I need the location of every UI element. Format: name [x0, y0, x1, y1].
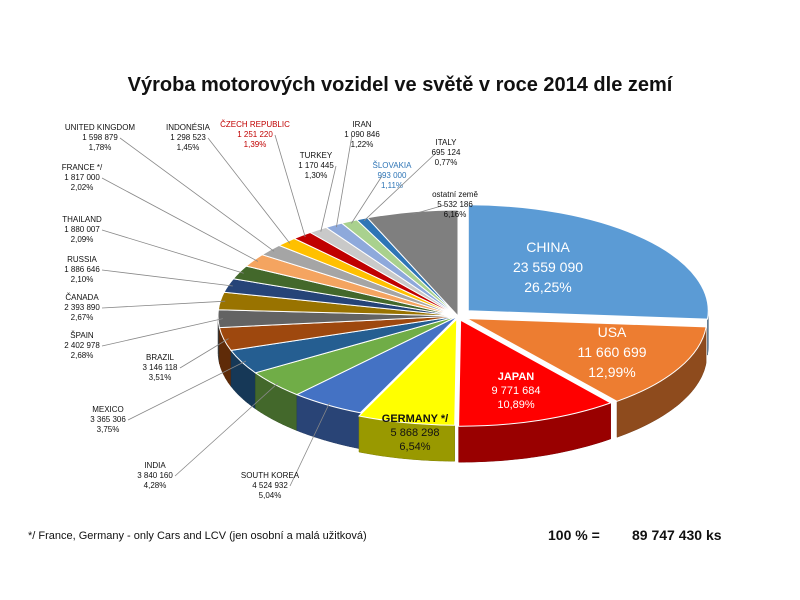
leader-line-slovakia — [351, 175, 383, 224]
slice-label-south_korea-value: 4 524 932 — [252, 481, 288, 490]
slice-label-iran-percent: 1,22% — [351, 140, 374, 149]
slice-label-russia-name: RUSSIA — [67, 255, 97, 264]
slice-label-others-name: ostatní země — [432, 190, 478, 199]
pie-tops — [217, 204, 709, 427]
slice-label-turkey-name: TURKEY — [300, 151, 333, 160]
slice-label-spain-value: 2 402 978 — [64, 341, 100, 350]
slice-label-slovakia-percent: 1,11% — [381, 181, 403, 190]
slice-label-japan-name: JAPAN — [498, 371, 535, 383]
slice-label-iran-name: IRAN — [352, 120, 371, 129]
slice-label-japan-value: 9 771 684 — [492, 385, 541, 397]
leader-line-thailand — [101, 229, 244, 274]
slice-germany — [357, 318, 458, 426]
slice-label-india-percent: 4,28% — [144, 481, 167, 490]
slice-label-indonesia-percent: 1,45% — [177, 143, 200, 152]
slice-label-usa-value: 11 660 699 — [577, 344, 646, 360]
slice-label-usa-percent: 12,99% — [588, 364, 635, 380]
slice-label-france-percent: 2,02% — [71, 183, 94, 192]
slice-label-russia-percent: 2,10% — [71, 275, 94, 284]
leader-line-mexico — [127, 360, 247, 421]
slice-label-thailand-name: THAILAND — [62, 215, 102, 224]
slice-label-china-value: 23 559 090 — [513, 259, 583, 275]
pie-sides — [217, 310, 709, 463]
slice-label-brazil-name: BRAZIL — [146, 353, 175, 362]
slice-label-spain-percent: 2,68% — [71, 351, 94, 360]
leader-line-indonesia — [207, 137, 291, 244]
slice-label-iran-value: 1 090 846 — [344, 130, 380, 139]
slice-label-brazil-value: 3 146 118 — [143, 363, 179, 372]
slice-label-india-value: 3 840 160 — [137, 471, 173, 480]
slice-label-italy-percent: 0,77% — [435, 158, 458, 167]
slice-label-indonesia-name: INDONÉSIA — [166, 123, 211, 132]
slice-label-canada-percent: 2,67% — [71, 313, 94, 322]
slice-label-germany-name: GERMANY */ — [382, 413, 448, 425]
slice-label-india-name: INDIA — [144, 461, 166, 470]
slice-label-slovakia-name: ŠLOVAKIA — [373, 161, 413, 170]
slice-label-usa-name: USA — [598, 324, 627, 340]
slice-label-czech_republic-percent: 1,39% — [244, 140, 267, 149]
leader-line-czech_republic — [274, 134, 306, 238]
slice-labels: CHINA 23 559 090 26,25% USA 11 660 699 12,99%… — [62, 120, 647, 500]
slice-label-indonesia-value: 1 298 523 — [170, 133, 206, 142]
slice-label-japan-percent: 10,89% — [497, 399, 535, 411]
slice-label-italy-value: 695 124 — [432, 148, 461, 157]
leader-line-united_kingdom — [119, 137, 275, 252]
slice-label-slovakia-value: 993 000 — [378, 171, 407, 180]
slice-label-turkey-percent: 1,30% — [305, 171, 328, 180]
slice-label-thailand-value: 1 880 007 — [64, 225, 100, 234]
leader-line-iran — [336, 134, 353, 228]
slice-label-spain-name: ŠPAIN — [70, 331, 94, 340]
slice-label-canada-name: ČANADA — [65, 293, 99, 302]
slice-label-united_kingdom-percent: 1,78% — [89, 143, 112, 152]
slice-japan — [458, 319, 612, 427]
slice-label-brazil-percent: 3,51% — [149, 373, 172, 382]
chart-title: Výroba motorových vozidel ve světě v roc… — [127, 74, 673, 96]
slice-label-united_kingdom-value: 1 598 879 — [82, 133, 118, 142]
leader-line-india — [174, 382, 279, 477]
leader-line-turkey — [320, 165, 337, 232]
slice-label-czech_republic-name: ČZECH REPUBLIC — [220, 120, 290, 129]
leader-line-brazil — [179, 338, 229, 369]
slice-china — [467, 204, 709, 320]
slice-label-south_korea-name: SOUTH KOREA — [241, 471, 300, 480]
leader-line-france — [101, 177, 259, 262]
leader-line-south_korea — [289, 402, 330, 487]
slice-label-czech_republic-value: 1 251 220 — [237, 130, 273, 139]
slice-label-south_korea-percent: 5,04% — [259, 491, 282, 500]
slice-label-turkey-value: 1 170 445 — [298, 161, 334, 170]
slice-label-germany-percent: 6,54% — [399, 441, 430, 453]
slice-label-france-value: 1 817 000 — [64, 173, 100, 182]
leader-line-italy — [363, 152, 437, 222]
footnote: */ France, Germany - only Cars and LCV (… — [28, 530, 367, 542]
total-label: 100 % = — [548, 527, 600, 543]
slice-label-italy-name: ITALY — [435, 138, 457, 147]
slice-label-mexico-percent: 3,75% — [97, 425, 120, 434]
slice-label-china-name: CHINA — [526, 239, 570, 255]
slice-label-united_kingdom-name: UNITED KINGDOM — [65, 123, 136, 132]
leader-line-russia — [101, 269, 233, 287]
slice-label-others-value: 5 532 186 — [437, 200, 473, 209]
slice-label-others-percent: 6,16% — [444, 210, 467, 219]
slice-label-france-name: FRANCE */ — [62, 163, 103, 172]
leader-line-others — [412, 204, 446, 215]
slice-label-mexico-name: MEXICO — [92, 405, 124, 414]
slice-usa — [466, 318, 707, 402]
leader-line-canada — [101, 300, 226, 309]
slice-label-china-percent: 26,25% — [524, 279, 571, 295]
slice-label-germany-value: 5 868 298 — [391, 427, 440, 439]
total-value: 89 747 430 ks — [632, 527, 722, 543]
slice-label-canada-value: 2 393 890 — [64, 303, 100, 312]
leader-line-spain — [101, 318, 223, 347]
slice-label-mexico-value: 3 365 306 — [90, 415, 126, 424]
slice-label-thailand-percent: 2,09% — [71, 235, 94, 244]
slice-label-russia-value: 1 886 646 — [64, 265, 100, 274]
